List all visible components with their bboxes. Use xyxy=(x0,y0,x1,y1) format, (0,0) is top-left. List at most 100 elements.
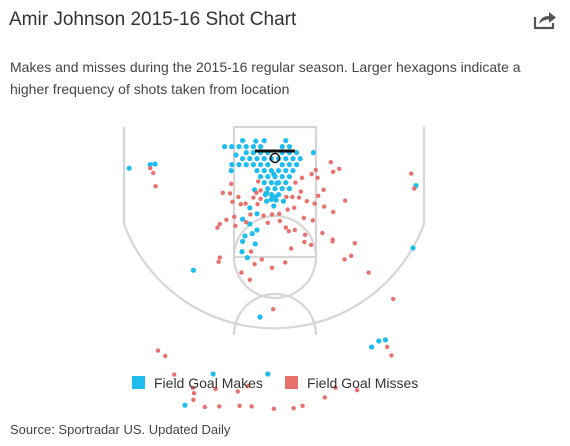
free-throw-circle-bottom xyxy=(232,256,318,300)
shot-miss xyxy=(309,172,314,177)
shot-miss xyxy=(385,344,390,350)
shot-miss xyxy=(237,403,242,408)
shot-make xyxy=(286,186,292,192)
shot-make xyxy=(264,198,270,204)
shot-miss xyxy=(331,169,336,174)
shot-make xyxy=(268,180,274,186)
shot-miss xyxy=(244,220,249,225)
shot-make xyxy=(250,144,256,150)
shot-miss xyxy=(349,253,354,258)
shot-miss xyxy=(291,406,296,411)
shot-miss xyxy=(232,214,237,219)
shot-make xyxy=(283,168,289,174)
shot-miss xyxy=(153,184,158,189)
shot-make xyxy=(297,156,303,162)
shot-make xyxy=(247,156,253,162)
shot-miss xyxy=(255,202,260,207)
shot-miss xyxy=(285,207,290,212)
shot-miss xyxy=(298,189,303,194)
shot-miss xyxy=(271,406,276,411)
shot-miss xyxy=(227,191,233,196)
legend-swatch-misses xyxy=(285,376,298,389)
chart-subtitle: Makes and misses during the 2015-16 regu… xyxy=(10,59,521,97)
shot-make xyxy=(236,144,242,150)
shot-miss xyxy=(290,194,295,200)
shot-miss xyxy=(304,199,309,204)
shot-make xyxy=(265,371,271,377)
shot-make xyxy=(244,255,250,261)
shot-make xyxy=(242,233,248,239)
shot-make xyxy=(290,156,296,162)
shot-miss xyxy=(366,270,371,275)
shot-make xyxy=(250,150,256,156)
shot-make xyxy=(243,144,249,150)
shot-make xyxy=(254,156,260,162)
shot-make xyxy=(290,168,296,174)
page-title: Amir Johnson 2015-16 Shot Chart xyxy=(9,9,297,30)
court-lines xyxy=(122,125,426,336)
shot-miss xyxy=(224,217,229,222)
rim xyxy=(255,149,295,164)
shot-miss xyxy=(248,249,254,254)
shot-miss xyxy=(284,194,289,200)
shot-miss xyxy=(292,205,297,210)
shot-make xyxy=(254,211,260,217)
shot-miss xyxy=(313,167,318,173)
shot-make xyxy=(294,162,300,168)
shot-miss xyxy=(293,180,298,185)
shot-make xyxy=(268,196,274,202)
shot-make xyxy=(229,162,235,168)
shot-miss xyxy=(191,397,196,402)
shot-make xyxy=(126,165,132,171)
legend-label-makes: Field Goal Makes xyxy=(154,375,263,391)
shot-make xyxy=(229,144,235,150)
free-throw-circle-top xyxy=(232,214,318,258)
legend-item-misses: Field Goal Misses xyxy=(285,375,425,393)
shot-miss xyxy=(277,218,282,224)
legend-label-misses: Field Goal Misses xyxy=(307,375,419,391)
shot-miss xyxy=(213,386,218,392)
shot-miss xyxy=(286,229,291,234)
shot-make xyxy=(228,168,234,174)
shot-miss xyxy=(216,259,221,264)
shot-make xyxy=(258,174,264,180)
shot-miss xyxy=(343,198,348,203)
shot-miss xyxy=(238,202,243,207)
shot-make xyxy=(283,180,289,186)
shot-make xyxy=(280,198,286,204)
shot-miss xyxy=(289,246,294,251)
shot-miss xyxy=(251,195,256,200)
share-button[interactable] xyxy=(533,10,557,30)
shot-miss xyxy=(217,404,222,409)
shot-miss xyxy=(172,372,177,377)
three-point-arc xyxy=(122,223,426,330)
shot-make xyxy=(271,203,277,209)
legend: Field Goal Makes Field Goal Misses xyxy=(0,375,570,393)
shot-miss xyxy=(277,211,282,216)
shot-make xyxy=(264,190,270,196)
shot-make xyxy=(272,186,278,192)
shot-miss xyxy=(258,196,263,201)
shot-miss xyxy=(151,170,156,176)
share-icon xyxy=(533,12,556,30)
shot-miss xyxy=(322,204,327,209)
shot-make xyxy=(310,150,316,156)
shot-miss xyxy=(256,179,261,184)
shot-miss xyxy=(283,225,288,230)
shot-miss xyxy=(236,194,241,200)
shot-miss xyxy=(259,257,264,262)
shot-make xyxy=(152,161,158,167)
shot-make xyxy=(258,162,264,168)
shot-miss xyxy=(215,225,220,230)
center-circle-arc xyxy=(232,292,318,336)
shot-miss xyxy=(247,277,252,282)
shot-miss xyxy=(331,209,336,215)
shot-miss xyxy=(155,348,161,353)
shot-make xyxy=(254,168,260,174)
shot-miss xyxy=(148,166,153,171)
source-note: Source: Sportradar US. Updated Daily xyxy=(10,422,231,437)
shot-miss xyxy=(230,199,235,204)
shot-make xyxy=(240,138,246,144)
shot-miss xyxy=(269,265,275,270)
